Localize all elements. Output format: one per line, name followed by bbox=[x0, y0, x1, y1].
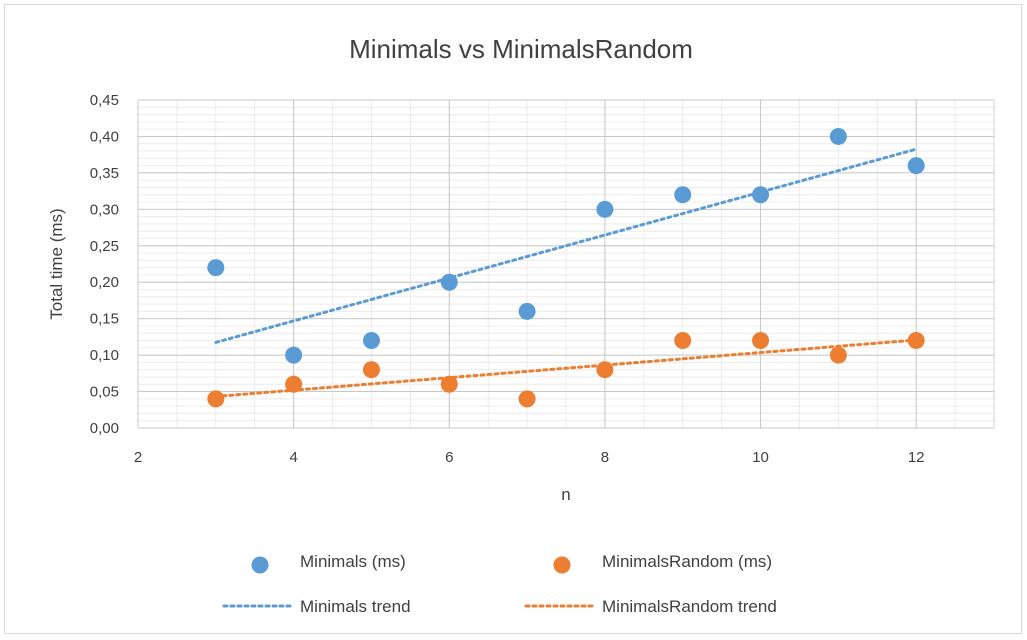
data-point bbox=[907, 332, 925, 350]
data-point bbox=[674, 186, 692, 204]
data-point bbox=[518, 390, 536, 408]
y-axis-label: Total time (ms) bbox=[47, 208, 66, 319]
data-point bbox=[285, 375, 303, 393]
data-point bbox=[518, 302, 536, 320]
data-point bbox=[362, 361, 380, 379]
y-tick-label: 0,10 bbox=[90, 347, 119, 364]
grid-lines bbox=[137, 99, 995, 429]
legend-marker bbox=[251, 556, 269, 574]
y-tick-label: 0,35 bbox=[90, 165, 119, 182]
y-tick-label: 0,05 bbox=[90, 384, 119, 401]
data-point bbox=[285, 346, 303, 364]
data-point bbox=[752, 186, 770, 204]
y-axis-ticks: 0,00 0,05 0,10 0,15 0,20 0,25 0,30 0,35 0,40 0,45 bbox=[90, 92, 119, 437]
y-tick-label: 0,25 bbox=[90, 238, 119, 255]
data-point bbox=[207, 390, 225, 408]
x-tick-label: 8 bbox=[601, 449, 609, 466]
data-point bbox=[752, 332, 770, 350]
x-axis-label: n bbox=[561, 485, 570, 504]
y-tick-label: 0,00 bbox=[90, 420, 119, 437]
trendlines bbox=[214, 147, 918, 398]
data-points bbox=[207, 127, 925, 408]
trendline bbox=[214, 147, 918, 344]
legend-label: Minimals (ms) bbox=[300, 552, 406, 571]
x-tick-label: 10 bbox=[752, 449, 769, 466]
y-tick-label: 0,30 bbox=[90, 201, 119, 218]
y-tick-label: 0,20 bbox=[90, 274, 119, 291]
legend: Minimals (ms) MinimalsRandom (ms) Minimals… bbox=[222, 552, 777, 616]
data-point bbox=[829, 127, 847, 145]
data-point bbox=[440, 375, 458, 393]
data-point bbox=[907, 157, 925, 175]
trendline bbox=[214, 338, 918, 398]
x-tick-label: 2 bbox=[134, 449, 142, 466]
legend-marker bbox=[553, 556, 571, 574]
x-tick-label: 4 bbox=[289, 449, 297, 466]
data-point bbox=[207, 259, 225, 277]
chart-title: Minimals vs MinimalsRandom bbox=[349, 34, 693, 64]
data-point bbox=[829, 346, 847, 364]
y-tick-label: 0,15 bbox=[90, 311, 119, 328]
legend-label: Minimals trend bbox=[300, 597, 411, 616]
legend-label: MinimalsRandom (ms) bbox=[602, 552, 772, 571]
x-tick-label: 12 bbox=[908, 449, 925, 466]
x-axis-ticks: 2 4 6 8 10 12 bbox=[134, 449, 925, 466]
y-tick-label: 0,40 bbox=[90, 128, 119, 145]
data-point bbox=[362, 332, 380, 350]
y-tick-label: 0,45 bbox=[90, 92, 119, 109]
data-point bbox=[674, 332, 692, 350]
data-point bbox=[596, 200, 614, 218]
x-tick-label: 6 bbox=[445, 449, 453, 466]
data-point bbox=[596, 361, 614, 379]
legend-label: MinimalsRandom trend bbox=[602, 597, 777, 616]
data-point bbox=[440, 273, 458, 291]
